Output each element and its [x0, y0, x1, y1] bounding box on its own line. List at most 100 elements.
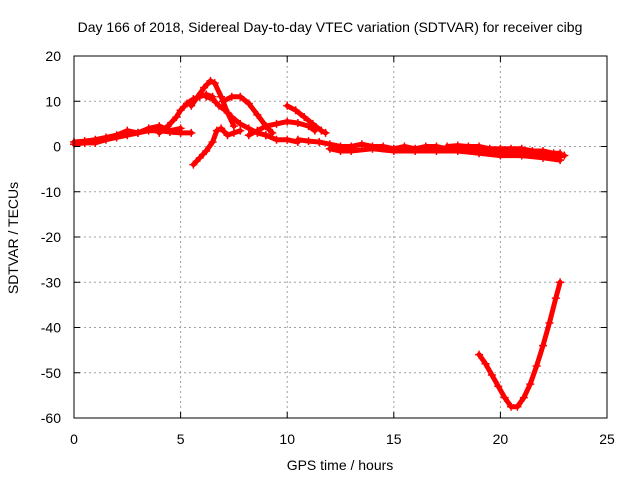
data-point — [123, 126, 132, 135]
data-point — [283, 101, 292, 110]
data-point — [206, 76, 215, 85]
chart-title: Day 166 of 2018, Sidereal Day-to-day VTE… — [78, 19, 583, 35]
data-point — [227, 92, 236, 101]
data-point — [560, 151, 569, 160]
data-point — [513, 402, 522, 411]
data-point — [214, 101, 223, 110]
data-point — [304, 137, 313, 146]
grid-lines — [74, 56, 607, 418]
x-tick-label: 20 — [493, 431, 509, 447]
series-v-curve — [475, 278, 565, 411]
data-point — [101, 133, 110, 142]
data-point — [244, 124, 253, 133]
data-point — [494, 382, 503, 391]
y-tick-label: 20 — [45, 48, 61, 64]
data-point — [487, 371, 496, 380]
series-rise-b — [187, 76, 238, 131]
data-point — [500, 393, 509, 402]
data-point — [517, 151, 526, 160]
data-point — [347, 147, 356, 156]
x-tick-label: 25 — [599, 431, 615, 447]
data-point — [112, 131, 121, 140]
data-point — [253, 110, 262, 119]
data-point — [223, 131, 232, 140]
data-point — [208, 94, 217, 103]
data-point — [293, 135, 302, 144]
data-point — [432, 147, 441, 156]
data-point — [176, 106, 185, 115]
data-point — [210, 79, 219, 88]
data-point — [528, 147, 537, 156]
data-point — [308, 119, 317, 128]
data-point — [236, 119, 245, 128]
y-tick-label: -30 — [41, 274, 61, 290]
data-point — [283, 135, 292, 144]
data-point — [261, 131, 270, 140]
data-point — [283, 117, 292, 126]
data-point — [187, 101, 196, 110]
data-point — [293, 118, 302, 127]
data-point — [202, 147, 211, 156]
data-point — [261, 122, 270, 131]
data-point — [193, 92, 202, 101]
data-point — [443, 142, 452, 151]
data-point — [236, 126, 245, 135]
data-point — [253, 126, 262, 135]
data-point — [217, 92, 226, 101]
data-point — [496, 144, 505, 153]
axis-ticks: 0 5 10 15 20 25 -60 -50 -40 -30 -20 -10 0 10 20 — [41, 48, 615, 447]
data-point — [389, 147, 398, 156]
series-bump — [244, 117, 319, 140]
data-point — [291, 106, 300, 115]
data-point — [368, 144, 377, 153]
data-point — [453, 141, 462, 150]
data-points — [70, 76, 569, 411]
x-tick-label: 10 — [279, 431, 295, 447]
data-point — [519, 393, 528, 402]
data-point — [532, 361, 541, 370]
data-point — [172, 113, 181, 122]
data-point — [80, 137, 89, 146]
data-point — [144, 124, 153, 133]
y-tick-label: 0 — [53, 139, 61, 155]
data-point — [317, 126, 326, 135]
series-trace — [188, 78, 237, 129]
data-point — [227, 113, 236, 122]
data-point — [539, 341, 548, 350]
data-point — [475, 350, 484, 359]
data-point — [155, 122, 164, 131]
data-point — [244, 131, 253, 140]
data-point — [300, 113, 309, 122]
data-point — [496, 151, 505, 160]
x-tick-label: 0 — [70, 431, 78, 447]
data-point — [539, 147, 548, 156]
data-point — [517, 144, 526, 153]
data-point — [545, 318, 554, 327]
data-point — [221, 106, 230, 115]
data-point — [165, 126, 174, 135]
series-flat-band-high — [443, 141, 565, 158]
data-point — [321, 128, 330, 137]
data-point — [556, 149, 565, 158]
data-point — [208, 137, 217, 146]
y-tick-label: -50 — [41, 365, 61, 381]
y-tick-label: -60 — [41, 410, 61, 426]
series-trace — [476, 279, 563, 410]
y-tick-label: -20 — [41, 229, 61, 245]
data-point — [336, 147, 345, 156]
data-point — [481, 359, 490, 368]
data-point — [464, 142, 473, 151]
x-tick-label: 5 — [177, 431, 185, 447]
y-tick-label: 10 — [45, 93, 61, 109]
data-point — [200, 83, 209, 92]
data-point — [133, 128, 142, 137]
y-tick-label: -10 — [41, 184, 61, 200]
series-dip — [189, 124, 245, 169]
data-point — [556, 156, 565, 165]
data-point — [244, 99, 253, 108]
data-point — [217, 124, 226, 133]
series-descent — [283, 101, 330, 137]
data-point — [411, 147, 420, 156]
data-point — [272, 135, 281, 144]
data-point — [229, 122, 238, 131]
